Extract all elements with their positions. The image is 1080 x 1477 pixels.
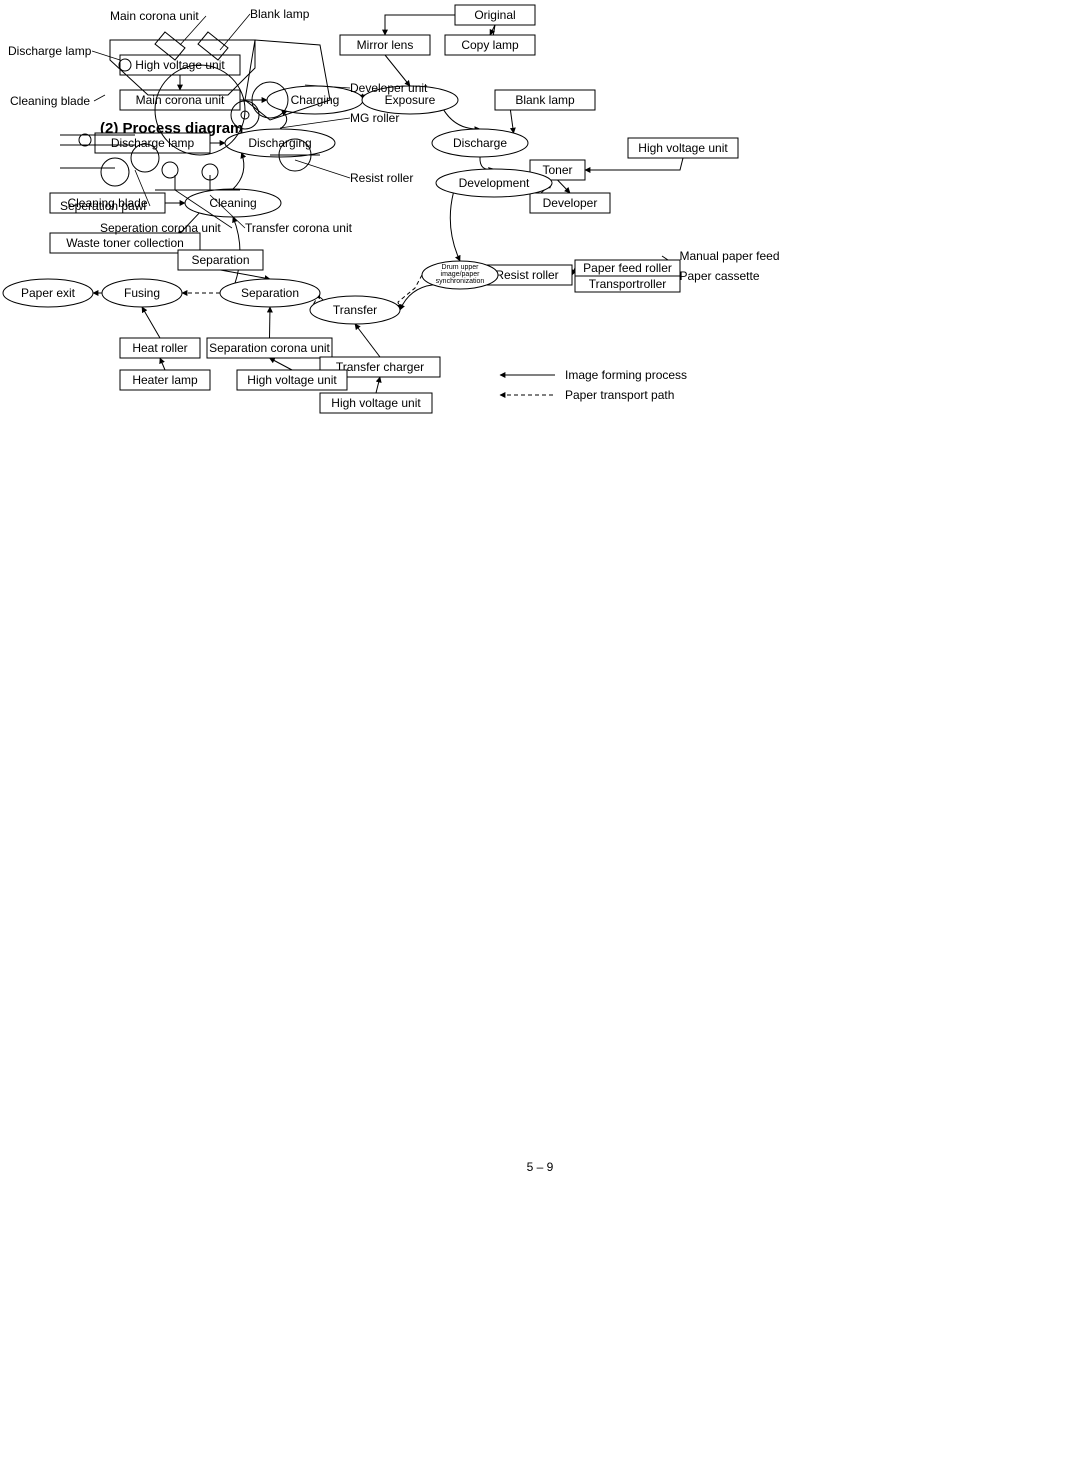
label-resist_roller: Resist roller [495, 268, 558, 282]
lead-line [92, 51, 120, 60]
annot-seperation-pawl: Seperation pawl [60, 199, 146, 213]
label-manual_feed: Manual paper feed [679, 249, 779, 263]
edge [142, 307, 160, 338]
legend: Image forming process Paper transport pa… [500, 368, 687, 402]
legend-dashed-label: Paper transport path [565, 388, 674, 402]
label-high_voltage_2: High voltage unit [638, 141, 728, 155]
label-paper_cassette: Paper cassette [679, 269, 759, 283]
edge [160, 358, 165, 370]
page: (2) Process diagram OriginalMirror lensC… [0, 0, 1080, 1477]
annot-transfer-corona-unit: Transfer corona unit [245, 221, 353, 235]
lead-line [220, 14, 250, 50]
annot-blank-lamp: Blank lamp [250, 7, 310, 21]
edge [221, 270, 271, 279]
label-drum_sync: Drum upper [442, 264, 480, 271]
edge [270, 358, 293, 370]
edge [376, 377, 380, 393]
label-heater_lamp: Heater lamp [132, 373, 198, 387]
annot-developer-unit: Developer unit [350, 81, 428, 95]
label-high_voltage_3: High voltage unit [247, 373, 337, 387]
edge [398, 275, 422, 310]
label-high_voltage_4: High voltage unit [331, 396, 421, 410]
label-heat_roller: Heat roller [132, 341, 187, 355]
annot-discharge-lamp: Discharge lamp [8, 44, 92, 58]
edge [585, 158, 683, 170]
label-transport_roller: Transportroller [589, 277, 667, 291]
edge [355, 324, 380, 357]
label-paper_feed: Paper feed roller [583, 261, 672, 275]
annot-cleaning-blade: Cleaning blade [10, 94, 90, 108]
lead-line [280, 118, 350, 128]
annot-resist-roller: Resist roller [350, 171, 413, 185]
page-footer: 5 – 9 [0, 1160, 1080, 1174]
label-drum_sync: image/paper [441, 271, 481, 278]
lead-line [94, 95, 105, 101]
label-transfer: Transfer [333, 303, 377, 317]
edge [270, 307, 271, 338]
label-separation_e: Separation [241, 286, 299, 300]
label-paper_exit: Paper exit [21, 286, 76, 300]
annot-main-corona-unit: Main corona unit [110, 9, 199, 23]
cross-section-diagram: Main corona unit Blank lamp Discharge lamp… [0, 0, 560, 260]
annot-seperation-corona-unit: Seperation corona unit [100, 221, 221, 235]
label-transfer_charger: Transfer charger [336, 360, 424, 374]
label-fusing: Fusing [124, 286, 160, 300]
annot-mg-roller: MG roller [350, 111, 399, 125]
label-drum_sync: synchronization [436, 278, 485, 285]
label-sep_corona_unit: Separation corona unit [209, 341, 330, 355]
edge [400, 285, 433, 310]
legend-solid-label: Image forming process [565, 368, 687, 382]
